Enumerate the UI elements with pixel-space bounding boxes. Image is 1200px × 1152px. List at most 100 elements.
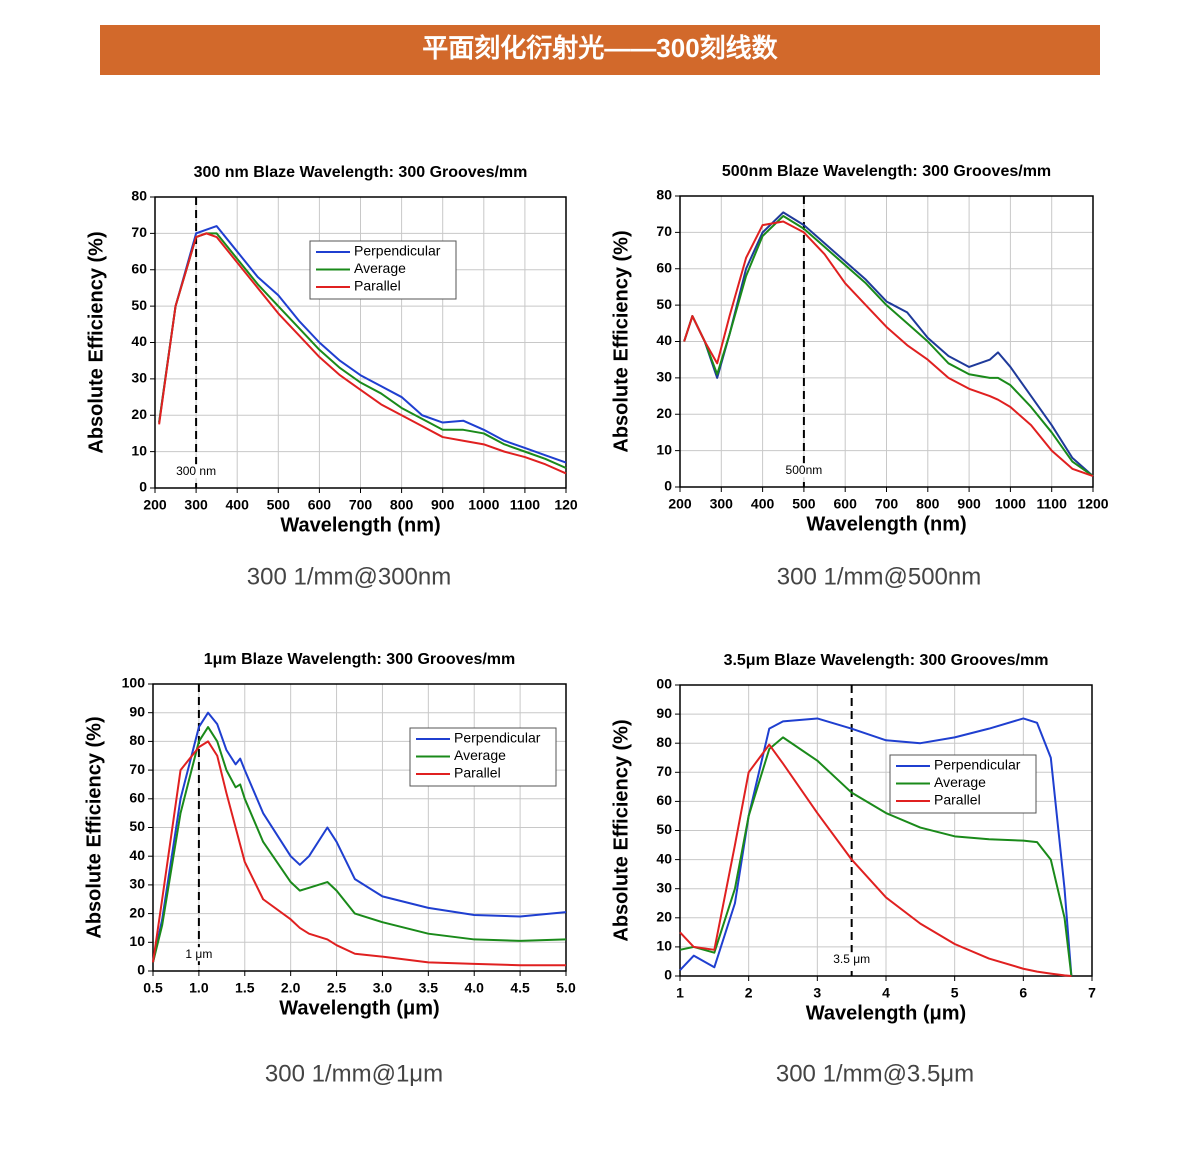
y-axis-label: Absolute Efficiency (%) [610,230,632,452]
y-tick-label: 60 [656,259,672,275]
y-tick-label: 0 [664,967,672,983]
x-tick-label: 900 [957,496,981,512]
x-tick-label: 4.5 [510,980,530,996]
chart-title: 300 nm Blaze Wavelength: 300 Grooves/mm [194,164,528,181]
x-tick-label: 5.0 [556,980,576,996]
y-tick-label: 30 [656,879,672,895]
y-axis-label: Absolute Efficiency (%) [610,719,632,941]
x-tick-label: 600 [308,497,332,513]
caption: 300 1/mm@1μm [265,1060,443,1087]
legend-label: Average [454,747,506,763]
y-axis-label: Absolute Efficiency (%) [83,716,105,938]
y-tick-label: 90 [129,703,145,719]
y-tick-label: 10 [131,442,147,458]
legend-label: Perpendicular [934,757,1021,773]
y-tick-label: 10 [656,938,672,954]
x-tick-label: 3 [813,985,821,1001]
y-tick-label: 50 [656,821,672,837]
series-line [679,736,1073,977]
x-tick-label: 2.5 [327,980,347,996]
y-tick-label: 70 [656,223,672,239]
header-title: 平面刻化衍射光——300刻线数 [422,33,778,63]
annotation-label: 300 nm [176,464,216,478]
x-tick-label: 1000 [468,497,499,513]
y-tick-label: 70 [129,761,145,777]
x-tick-label: 1.0 [189,980,209,996]
annotation-bg [832,952,872,967]
x-tick-label: 3.0 [373,980,393,996]
x-tick-label: 400 [751,496,775,512]
series-line [679,717,1073,977]
y-tick-label: 80 [656,187,672,203]
series-line [679,743,1072,977]
y-tick-label: 80 [131,188,147,204]
y-tick-label: 0 [139,479,147,495]
x-tick-label: 6 [1019,985,1027,1001]
y-tick-label: 60 [129,790,145,806]
y-tick-label: 40 [129,847,145,863]
y-tick-label: 40 [131,333,147,349]
annotation-bg [175,464,218,479]
y-tick-label: 50 [129,818,145,834]
y-tick-label: 10 [656,441,672,457]
y-tick-label: 30 [656,369,672,385]
x-tick-label: 600 [834,496,858,512]
annotation-bg [184,947,214,962]
y-tick-label: 80 [656,734,672,750]
annotation-label: 500nm [786,463,823,477]
x-axis-label: Wavelength (nm) [806,513,966,535]
caption: 300 1/mm@3.5μm [776,1060,974,1087]
x-axis-label: Wavelength (μm) [806,1002,966,1024]
annotation-bg [784,463,824,478]
x-tick-label: 1 [676,985,684,1001]
x-tick-label: 5 [951,985,959,1001]
legend-label: Average [354,260,406,276]
x-tick-label: 500 [267,497,291,513]
legend-label: Parallel [934,792,981,808]
caption: 300 1/mm@300nm [247,563,451,590]
y-tick-label: 20 [656,405,672,421]
x-tick-label: 700 [349,497,373,513]
series-line [158,225,567,464]
x-tick-label: 1200 [1077,496,1108,512]
x-tick-label: 400 [226,497,250,513]
legend-label: Perpendicular [354,243,441,259]
x-tick-label: 7 [1088,985,1096,1001]
legend-label: Parallel [454,765,501,781]
x-tick-label: 2 [745,985,753,1001]
header-bar [100,25,1100,75]
series-line [152,711,567,963]
y-tick-label: 90 [656,705,672,721]
y-tick-label: 50 [131,297,147,313]
x-tick-label: 200 [668,496,692,512]
y-tick-label: 60 [131,260,147,276]
chart-title: 500nm Blaze Wavelength: 300 Grooves/mm [722,163,1051,180]
x-tick-label: 2.0 [281,980,301,996]
y-tick-label: 0 [664,478,672,494]
plot-frame [154,196,567,489]
annotation-label: 3.5 μm [833,952,870,966]
series-line [158,232,567,475]
legend-label: Average [934,774,986,790]
y-tick-label: 30 [131,370,147,386]
y-tick-label: 80 [129,732,145,748]
x-tick-label: 1000 [995,496,1026,512]
y-tick-label: 70 [131,224,147,240]
x-tick-label: 1100 [510,497,541,513]
series-line [683,220,1094,478]
x-tick-label: 3.5 [419,980,439,996]
x-tick-label: 300 [184,497,208,513]
x-tick-label: 800 [390,497,414,513]
y-tick-label: 20 [131,406,147,422]
annotation-label: 1 μm [185,947,212,961]
chart-title: 1μm Blaze Wavelength: 300 Grooves/mm [204,651,516,668]
y-tick-label: 100 [122,675,146,691]
series-line [152,740,566,967]
y-tick-label: 20 [656,909,672,925]
y-tick-label: 00 [656,676,672,692]
x-tick-label: 500 [792,496,816,512]
series-line [683,215,1094,477]
x-axis-label: Wavelength (μm) [279,997,439,1019]
x-tick-label: 4 [882,985,890,1001]
